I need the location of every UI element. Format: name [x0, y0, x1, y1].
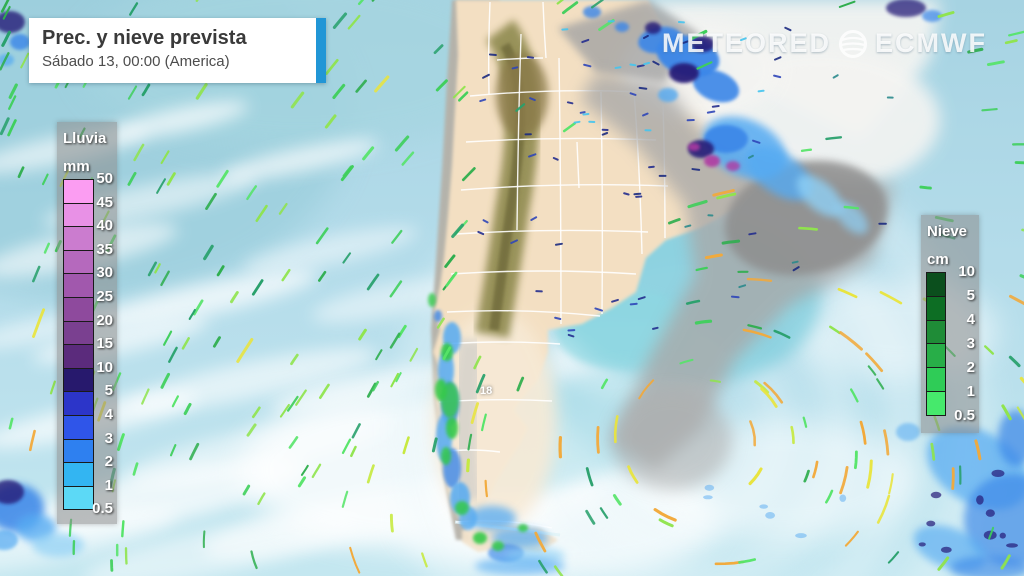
- legend-snow-tick: 3: [966, 335, 975, 352]
- legend-snow-tick: 10: [958, 263, 975, 280]
- legend-snow-tick: 1: [966, 383, 975, 400]
- legend-rain-tick: 4: [104, 406, 113, 423]
- rain-legend-unit: mm: [63, 157, 90, 175]
- page-title: Prec. y nieve prevista: [42, 27, 247, 49]
- legend-rain-tick: 5: [104, 382, 113, 400]
- snow-legend: Nieve cm 10 5 4 3 2 1 0.5: [921, 215, 979, 433]
- legend-rain-swatch: [63, 463, 94, 487]
- legend-rain-tick: 45: [96, 193, 113, 211]
- rain-legend-title: Lluvia: [63, 130, 107, 147]
- legend-rain-swatch: [63, 203, 94, 228]
- legend-snow-tick: 0.5: [954, 407, 975, 424]
- ecmwf-globe-icon: [839, 29, 868, 58]
- legend-rain-tick: 30: [96, 264, 113, 282]
- brand-site-name: METEORED: [662, 28, 832, 58]
- legend-rain-swatch: [63, 486, 94, 511]
- legend-rain-swatch: [63, 415, 94, 440]
- legend-rain-swatch: [63, 321, 94, 346]
- legend-snow-tick: 2: [966, 359, 975, 376]
- rain-legend-bar: [63, 179, 94, 511]
- forecast-datetime: Sábado 13, 00:00 (America): [42, 53, 230, 70]
- legend-snow-tick: 4: [966, 311, 975, 328]
- legend-rain-swatch: [63, 227, 94, 251]
- legend-snow-swatch: [926, 344, 946, 369]
- brand-model-name: ECMWF: [875, 28, 987, 58]
- legend-rain-tick: 10: [96, 358, 113, 376]
- legend-rain-swatch: [63, 297, 94, 322]
- legend-snow-swatch: [926, 320, 946, 345]
- legend-rain-swatch: [63, 345, 94, 369]
- legend-rain-swatch: [63, 179, 94, 204]
- legend-rain-tick: 2: [104, 453, 113, 471]
- snow-legend-unit: cm: [927, 250, 949, 268]
- legend-rain-tick: 50: [96, 170, 113, 187]
- snow-legend-bar: [926, 272, 946, 416]
- legend-snow-swatch: [926, 391, 946, 416]
- legend-rain-swatch: [63, 392, 94, 416]
- legend-rain-tick: 20: [96, 311, 113, 329]
- legend-rain-tick: 40: [96, 217, 113, 235]
- legend-snow-swatch: [926, 272, 946, 297]
- legend-rain-swatch: [63, 439, 94, 464]
- snow-legend-title: Nieve: [927, 223, 968, 240]
- legend-rain-tick: 15: [96, 335, 113, 353]
- legend-rain-swatch: [63, 368, 94, 393]
- legend-rain-tick: 0.5: [92, 500, 113, 518]
- brand-watermark: METEORED ECMWF: [662, 28, 987, 59]
- legend-snow-swatch: [926, 368, 946, 392]
- legend-snow-swatch: [926, 296, 946, 321]
- rain-legend: Lluvia mm 50 45 40 35 30 25 20 15 10 5 4 3 2 1 0.5: [57, 122, 117, 524]
- legend-snow-tick: 5: [966, 287, 975, 304]
- wind-speed-label: 18: [480, 385, 493, 397]
- legend-rain-tick: 35: [96, 240, 113, 258]
- legend-rain-swatch: [63, 250, 94, 275]
- legend-rain-tick: 1: [104, 476, 113, 494]
- legend-rain-swatch: [63, 274, 94, 298]
- forecast-title-card: Prec. y nieve prevista Sábado 13, 00:00 …: [29, 18, 326, 83]
- legend-rain-tick: 3: [104, 429, 113, 447]
- legend-rain-tick: 25: [96, 288, 113, 305]
